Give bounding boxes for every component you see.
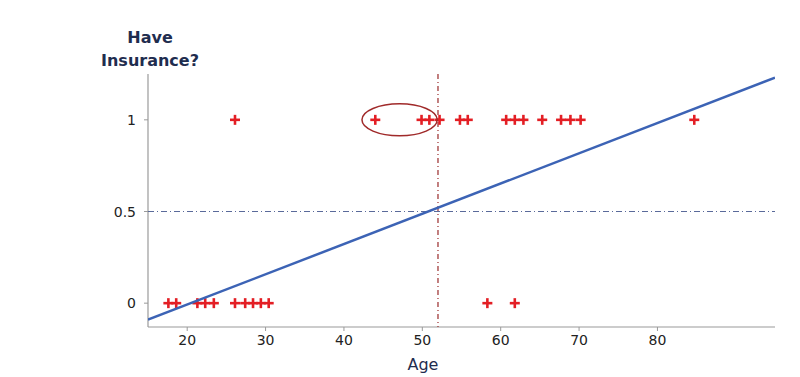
point-v xyxy=(428,115,431,125)
y-tick xyxy=(144,119,148,120)
chart-svg: 0 0.5 1 20 30 40 50 60 70 80 Age xyxy=(0,0,800,377)
chart-root: Have Insurance? 0 0.5 1 20 30 40 50 60 70 80 Age xyxy=(0,0,800,377)
x-tick-label: 50 xyxy=(413,332,431,348)
y-tick xyxy=(144,211,148,212)
point-v xyxy=(541,115,544,125)
y-axis xyxy=(147,74,148,327)
x-tick xyxy=(579,327,580,331)
x-tick xyxy=(265,327,266,331)
point xyxy=(463,115,473,125)
point-v xyxy=(569,115,572,125)
x-tick xyxy=(422,327,423,331)
x-tick xyxy=(657,327,658,331)
x-tick xyxy=(187,327,188,331)
point-v xyxy=(486,298,489,308)
point-v xyxy=(175,298,178,308)
x-tick-label: 80 xyxy=(649,332,667,348)
point-v xyxy=(252,298,255,308)
point xyxy=(209,298,219,308)
x-axis-label: Age xyxy=(408,355,439,374)
point-v xyxy=(505,115,508,125)
x-tick-label: 40 xyxy=(335,332,353,348)
y-tick-label: 1 xyxy=(127,112,136,128)
point xyxy=(370,115,380,125)
point xyxy=(689,115,699,125)
point xyxy=(518,115,528,125)
point-v xyxy=(459,115,462,125)
point xyxy=(424,115,434,125)
point-v xyxy=(234,298,237,308)
reference-line-x xyxy=(437,74,438,327)
point-v xyxy=(204,298,207,308)
x-tick-label: 60 xyxy=(492,332,510,348)
reference-line-y xyxy=(148,211,775,212)
point xyxy=(576,115,586,125)
x-tick-label: 20 xyxy=(178,332,196,348)
point xyxy=(264,298,274,308)
point-v xyxy=(438,115,441,125)
point-v xyxy=(167,298,170,308)
x-tick-label: 30 xyxy=(257,332,275,348)
point-v xyxy=(420,115,423,125)
point xyxy=(230,115,240,125)
highlight-ellipse xyxy=(362,104,437,136)
y-tick-label: 0.5 xyxy=(114,204,136,220)
x-axis xyxy=(148,326,775,327)
point-v xyxy=(522,115,525,125)
y-tick-label: 0 xyxy=(127,295,136,311)
point xyxy=(556,115,566,125)
fit-line xyxy=(148,78,775,320)
point-v xyxy=(513,298,516,308)
x-tick xyxy=(343,327,344,331)
point-v xyxy=(579,115,582,125)
point xyxy=(501,115,511,125)
point-v xyxy=(213,298,216,308)
point-v xyxy=(374,115,377,125)
chart-title: Have Insurance? xyxy=(95,26,205,72)
point-v xyxy=(466,115,469,125)
point-v xyxy=(260,298,263,308)
point xyxy=(537,115,547,125)
x-tick xyxy=(500,327,501,331)
point-v xyxy=(234,115,237,125)
point xyxy=(565,115,575,125)
point xyxy=(510,115,520,125)
point xyxy=(482,298,492,308)
x-tick-label: 70 xyxy=(570,332,588,348)
point-v xyxy=(560,115,563,125)
point-v xyxy=(693,115,696,125)
point xyxy=(230,298,240,308)
point-v xyxy=(513,115,516,125)
point xyxy=(510,298,520,308)
y-tick xyxy=(144,303,148,304)
point-v xyxy=(244,298,247,308)
point-v xyxy=(267,298,270,308)
plot-area xyxy=(148,74,775,327)
